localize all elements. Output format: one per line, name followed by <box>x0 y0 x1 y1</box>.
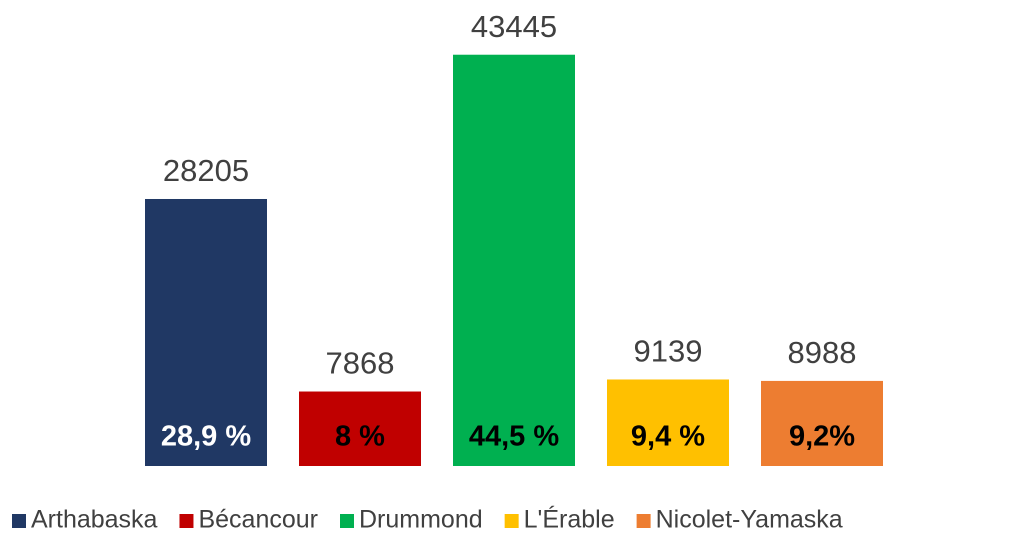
share-label: 28,9 % <box>161 421 251 453</box>
bar <box>761 380 883 466</box>
legend-swatch <box>504 514 519 528</box>
value-label: 8988 <box>788 335 857 370</box>
value-label: 7868 <box>326 346 395 381</box>
bar <box>145 198 267 466</box>
legend-label: Arthabaska <box>31 506 158 534</box>
legend-swatch <box>340 514 354 528</box>
bar <box>299 391 421 466</box>
bar <box>453 54 575 466</box>
share-label: 44,5 % <box>469 421 559 453</box>
share-label: 9,2% <box>789 421 855 453</box>
legend-label: Bécancour <box>198 506 318 534</box>
legend-swatch <box>12 514 26 528</box>
legend-swatch <box>636 514 651 528</box>
value-label: 9139 <box>634 334 703 369</box>
value-label: 28205 <box>163 153 249 188</box>
share-label: 9,4 % <box>631 421 705 453</box>
legend-swatch <box>179 514 194 528</box>
legend-label: Drummond <box>359 506 483 534</box>
legend-label: L'Érable <box>524 505 615 534</box>
value-label: 43445 <box>471 9 557 44</box>
legend-label: Nicolet-Yamaska <box>656 506 843 534</box>
share-label: 8 % <box>335 421 385 453</box>
bar <box>607 379 729 466</box>
